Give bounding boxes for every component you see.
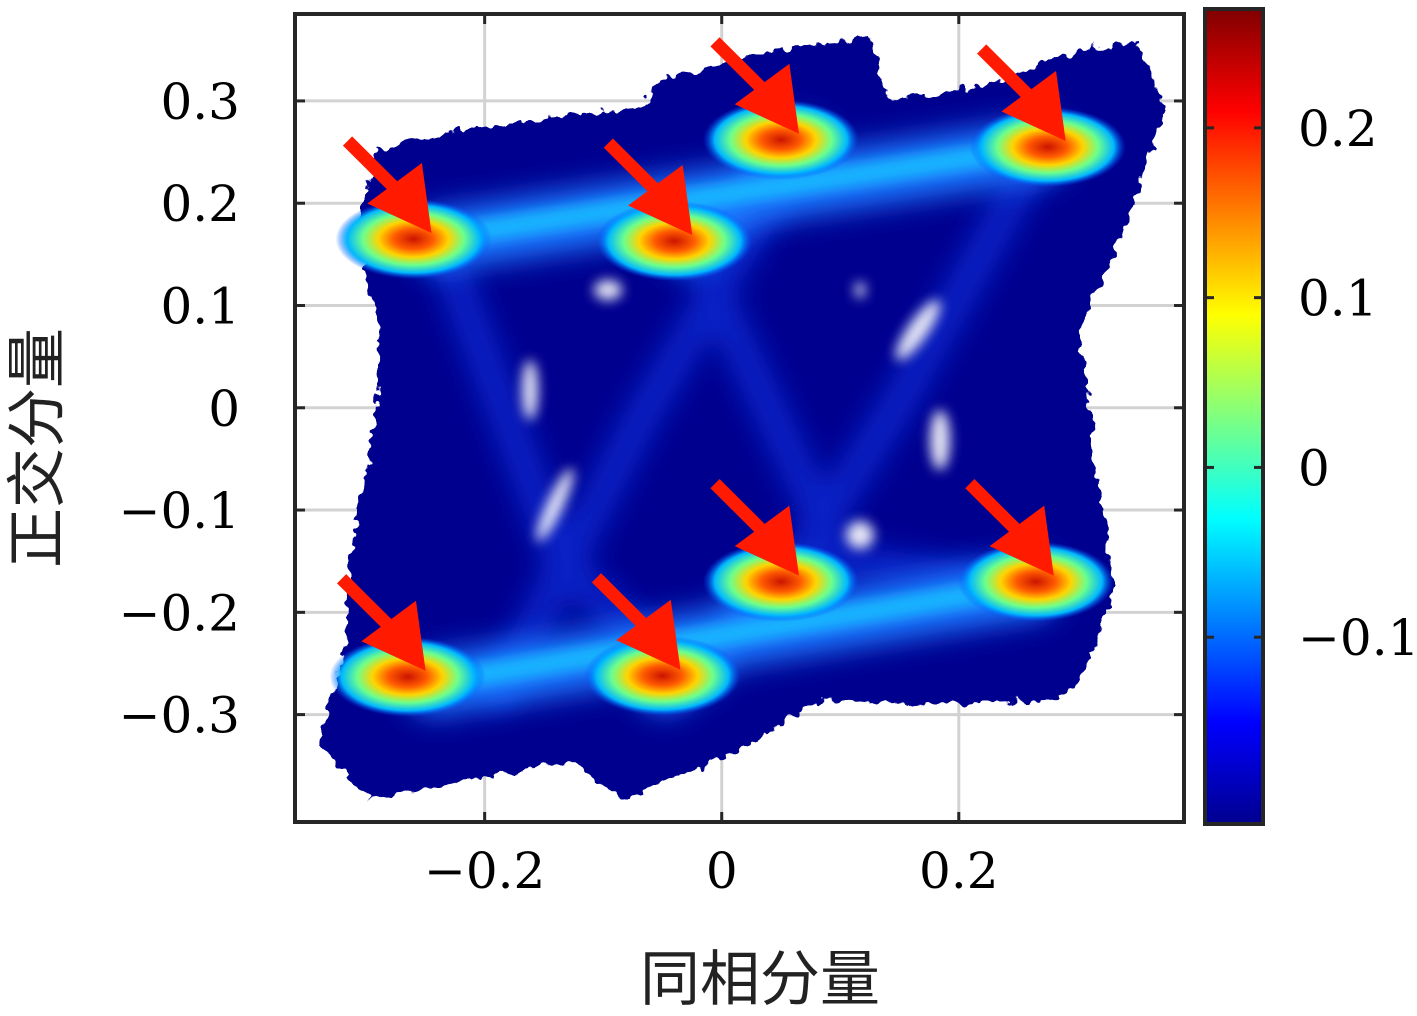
arrow-marker bbox=[710, 37, 799, 134]
arrow-marker bbox=[603, 138, 693, 236]
y-tick-label: −0.3 bbox=[119, 687, 240, 745]
constellation-peak bbox=[957, 541, 1114, 622]
constellation-peak bbox=[596, 201, 753, 282]
arrow-marker bbox=[337, 574, 426, 671]
colorbar-ticks bbox=[1205, 126, 1263, 639]
arrow-marker bbox=[977, 44, 1066, 141]
y-tick-label: 0 bbox=[208, 380, 240, 438]
y-tick-labels: 0.3 0.2 0.1 0 −0.1 −0.2 −0.3 bbox=[119, 73, 240, 745]
y-tick-label: 0.1 bbox=[160, 277, 240, 335]
y-axis-title: 正交分量 bbox=[3, 328, 73, 568]
y-tick-label: 0.2 bbox=[160, 175, 240, 233]
colorbar bbox=[1203, 7, 1265, 826]
arrow-marker bbox=[965, 479, 1054, 576]
x-tick-label: −0.2 bbox=[424, 842, 545, 900]
colorbar-tick-label: 0.2 bbox=[1298, 100, 1378, 158]
y-tick-label: −0.1 bbox=[119, 482, 240, 540]
colorbar-tick-label: −0.1 bbox=[1298, 609, 1417, 667]
x-tick-label: 0.2 bbox=[919, 842, 999, 900]
x-tick-labels: −0.2 0 0.2 bbox=[424, 842, 999, 900]
colorbar-tick-label: 0 bbox=[1298, 439, 1330, 497]
y-tick-label: 0.3 bbox=[160, 73, 240, 131]
arrow-marker bbox=[342, 136, 432, 234]
colorbar-tick-label: 0.1 bbox=[1298, 270, 1378, 328]
x-axis-title: 同相分量 bbox=[640, 945, 880, 1015]
y-tick-label: −0.2 bbox=[119, 584, 240, 642]
constellation-peak bbox=[969, 106, 1126, 187]
arrow-marker bbox=[710, 479, 799, 576]
constellation-peak bbox=[702, 541, 859, 622]
plot-frame bbox=[293, 12, 1186, 824]
constellation-peak bbox=[335, 199, 492, 280]
constellation-peak bbox=[584, 635, 741, 716]
density-heatmap bbox=[318, 38, 1165, 800]
constellation-peak bbox=[702, 99, 859, 180]
x-tick-label: 0 bbox=[706, 842, 738, 900]
constellation-peak bbox=[329, 636, 486, 717]
arrow-marker bbox=[591, 573, 681, 670]
arrow-annotations bbox=[337, 37, 1066, 671]
colorbar-tick-labels: 0.2 0.1 0 −0.1 bbox=[1298, 100, 1417, 667]
